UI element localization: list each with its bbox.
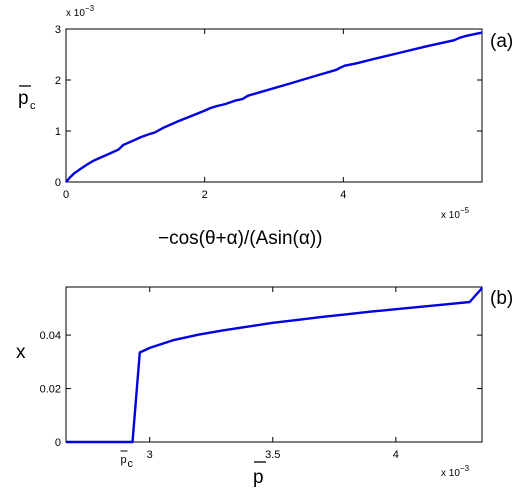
svg-text:c: c (30, 100, 36, 112)
plot-frame-b (65, 286, 483, 443)
ticks-b: 3 3.5 4 0 0.02 0.04 (40, 287, 482, 461)
y-exponent-a: x 10−3 (66, 4, 95, 19)
plot-frame-a (65, 28, 483, 183)
ticks-a: 0 2 4 0 1 2 3 (55, 24, 482, 201)
x-tick-label: 3.5 (265, 449, 280, 461)
svg-text:p: p (18, 88, 29, 109)
panel-label-a: (a) (490, 31, 513, 52)
pc-annotation: p c (120, 450, 133, 470)
y-axis-label-b: x (16, 342, 26, 363)
x-tick-label: 4 (340, 189, 346, 201)
x-axis-label-a: −cos(θ+α)/(Asin(α)) (158, 228, 323, 249)
y-tick-label: 0.04 (40, 330, 61, 342)
y-tick-label: 0 (55, 177, 61, 189)
y-tick-label: 2 (55, 75, 61, 87)
x-exponent-a: x 10−5 (441, 206, 470, 221)
x-tick-label: 2 (202, 189, 208, 201)
panel-a: 0 2 4 0 1 2 3 x 10−3 x 10−5 −cos(θ+α)/(Asin(α)… (18, 4, 513, 249)
svg-text:p: p (253, 467, 264, 488)
y-tick-label: 0.02 (40, 384, 61, 396)
y-tick-label: 3 (55, 24, 61, 36)
x-tick-label: 0 (63, 189, 69, 201)
x-exponent-b: x 10−3 (441, 464, 470, 479)
panel-b: 3 3.5 4 0 0.02 0.04 x 10−3 p x p c (b) (16, 286, 513, 488)
y-tick-label: 1 (55, 126, 61, 138)
x-tick-label: 4 (393, 449, 399, 461)
y-tick-label: 0 (55, 437, 61, 449)
x-tick-label: 3 (147, 449, 153, 461)
y-axis-label-a: p c (18, 85, 36, 112)
series-line-a (65, 31, 483, 183)
series-line-b (66, 287, 483, 444)
x-axis-label-b: p (253, 461, 266, 488)
panel-label-b: (b) (490, 288, 513, 309)
svg-text:p: p (120, 454, 126, 466)
svg-text:c: c (127, 458, 133, 470)
